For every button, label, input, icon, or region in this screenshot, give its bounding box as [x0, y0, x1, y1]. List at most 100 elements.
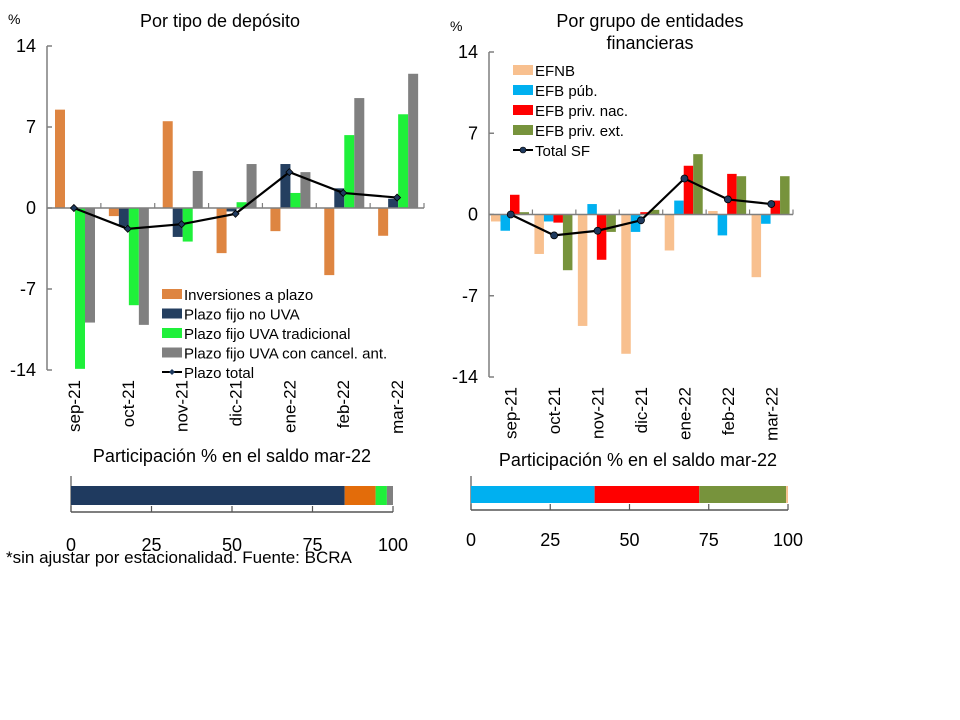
- left-total-line: [69, 168, 402, 233]
- x-tick-label: sep-21: [65, 380, 84, 432]
- legend-item: Plazo fijo UVA con cancel. ant.: [162, 346, 387, 363]
- total-line-marker-feb-22: [723, 195, 732, 204]
- share-x-tick-label: 100: [378, 535, 408, 555]
- right-chart-title-line2: financieras: [606, 33, 693, 53]
- right-chart-title-line1: Por grupo de entidades: [556, 11, 743, 31]
- bar-efb-p-b--mar-22: [761, 214, 771, 224]
- bar-efnb-mar-22: [751, 214, 762, 278]
- bar-efb-priv-nac--mar-22: [770, 200, 781, 215]
- total-line-marker-ene-22: [285, 168, 294, 177]
- legend-marker: [519, 146, 527, 154]
- legend-label: EFNB: [535, 63, 575, 80]
- total-line-marker-mar-22: [767, 200, 776, 208]
- legend-item: Inversiones a plazo: [162, 287, 313, 304]
- legend-swatch: [162, 308, 182, 319]
- bar-efb-p-b--ene-22: [674, 200, 684, 215]
- bar-plazo-fijo-uva-tradicional-mar-22: [398, 114, 409, 208]
- bar-inversiones-a-plazo-nov-21: [162, 121, 173, 208]
- share-x-tick-label: 100: [773, 530, 803, 550]
- bar-plazo-fijo-uva-tradicional-nov-21: [182, 208, 193, 242]
- bar-efb-priv-nac--nov-21: [596, 214, 607, 260]
- left-bars: [47, 73, 425, 369]
- x-tick-label: feb-22: [719, 387, 738, 435]
- share-x-tick-label: 75: [302, 535, 322, 555]
- bar-efb-priv-ext--feb-22: [736, 176, 747, 215]
- legend-item: Plazo total: [162, 365, 254, 382]
- x-tick-label: feb-22: [334, 380, 353, 428]
- bar-inversiones-a-plazo-oct-21: [108, 208, 119, 217]
- total-line-marker-nov-21: [177, 220, 186, 229]
- bar-efb-priv-nac--dic-21: [640, 212, 650, 215]
- x-tick-label: mar-22: [762, 387, 781, 441]
- bar-plazo-fijo-uva-con-cancel-ant--mar-22: [408, 73, 419, 209]
- total-line-marker-mar-22: [393, 193, 402, 202]
- bar-efnb-oct-21: [534, 214, 544, 254]
- share-segment-efb-p-b-: [471, 486, 595, 503]
- legend-swatch: [513, 65, 533, 75]
- right-total-line: [506, 174, 776, 240]
- left-chart: % Por tipo de depósito 14 7 0 -7 -14 sep-21 o…: [8, 11, 425, 555]
- bar-efb-priv-ext--dic-21: [649, 209, 660, 215]
- total-line-marker-oct-21: [550, 231, 559, 240]
- left-x-axis-labels: sep-21 oct-21 nov-21 dic-21 ene-22 feb-22 mar-…: [65, 380, 407, 434]
- bar-plazo-fijo-uva-con-cancel-ant--nov-21: [192, 170, 203, 208]
- bar-plazo-fijo-uva-con-cancel-ant--ene-22: [300, 172, 311, 208]
- bar-efb-priv-nac--oct-21: [553, 214, 563, 223]
- y-tick-label: 0: [26, 198, 36, 218]
- legend-label: Plazo fijo UVA con cancel. ant.: [184, 346, 387, 363]
- left-chart-title: Por tipo de depósito: [140, 11, 300, 31]
- x-tick-label: nov-21: [173, 380, 192, 432]
- bar-inversiones-a-plazo-feb-22: [324, 208, 335, 276]
- total-line-marker-ene-22: [680, 174, 689, 183]
- bar-efnb-sep-21: [491, 214, 501, 222]
- legend-item: Total SF: [513, 143, 590, 160]
- bar-plazo-fijo-uva-con-cancel-ant--sep-21: [85, 208, 95, 323]
- legend-swatch: [162, 328, 182, 338]
- x-tick-label: dic-21: [227, 380, 246, 426]
- y-tick-label: 7: [468, 123, 478, 143]
- left-share-bar: 0 25 50 75 100: [66, 476, 408, 555]
- share-segment-inversiones-a-plazo: [344, 486, 376, 505]
- left-y-axis: 14 7 0 -7 -14: [10, 36, 52, 380]
- legend-swatch: [513, 85, 533, 95]
- bar-efnb-nov-21: [577, 214, 588, 326]
- total-line-marker-feb-22: [339, 188, 348, 198]
- legend-label: Plazo fijo UVA tradicional: [184, 326, 350, 343]
- y-tick-label: -14: [10, 360, 36, 380]
- bar-efb-p-b--oct-21: [543, 214, 554, 222]
- right-bars: [489, 154, 794, 354]
- bar-plazo-fijo-uva-tradicional-feb-22: [344, 135, 355, 208]
- bar-plazo-fijo-no-uva-oct-21: [118, 208, 129, 227]
- share-x-tick-label: 50: [619, 530, 639, 550]
- legend-label: Plazo fijo no UVA: [184, 307, 300, 324]
- x-tick-label: ene-22: [675, 387, 694, 440]
- footnote: *sin ajustar por estacionalidad. Fuente:…: [6, 548, 353, 567]
- share-x-tick-label: 0: [66, 535, 76, 555]
- y-tick-label: 7: [26, 117, 36, 137]
- bar-efb-priv-ext--sep-21: [519, 212, 529, 215]
- right-legend: EFNB EFB púb. EFB priv. nac. EFB priv. ext.…: [513, 63, 628, 160]
- share-x-tick-label: 25: [141, 535, 161, 555]
- total-line-marker-oct-21: [123, 224, 132, 233]
- legend-label: EFB púb.: [535, 83, 598, 100]
- bar-inversiones-a-plazo-sep-21: [55, 109, 65, 208]
- bar-efb-priv-ext--nov-21: [606, 214, 616, 232]
- bar-inversiones-a-plazo-ene-22: [270, 208, 281, 232]
- legend-label: EFB priv. ext.: [535, 123, 624, 140]
- bar-efb-p-b--nov-21: [587, 204, 597, 215]
- legend-label: EFB priv. nac.: [535, 103, 628, 120]
- share-segment-plazo-fijo-uva-con-cancel-ant-: [386, 486, 393, 505]
- bar-plazo-fijo-no-uva-mar-22: [388, 198, 399, 208]
- bar-efb-p-b--sep-21: [500, 214, 510, 231]
- share-x-tick-label: 25: [540, 530, 560, 550]
- left-y-unit: %: [8, 11, 20, 27]
- share-segment-efnb: [786, 486, 788, 503]
- share-x-tick-label: 75: [699, 530, 719, 550]
- right-x-axis-labels: sep-21 oct-21 nov-21 dic-21 ene-22 feb-22 mar-…: [502, 387, 782, 441]
- right-y-axis: 14 7 0 -7 -14: [452, 42, 494, 387]
- total-line-marker-dic-21: [231, 209, 240, 218]
- bar-plazo-fijo-uva-tradicional-dic-21: [236, 202, 247, 208]
- legend-item: Plazo fijo no UVA: [162, 307, 300, 324]
- bar-efb-priv-nac--feb-22: [727, 173, 737, 215]
- x-tick-label: ene-22: [280, 380, 299, 433]
